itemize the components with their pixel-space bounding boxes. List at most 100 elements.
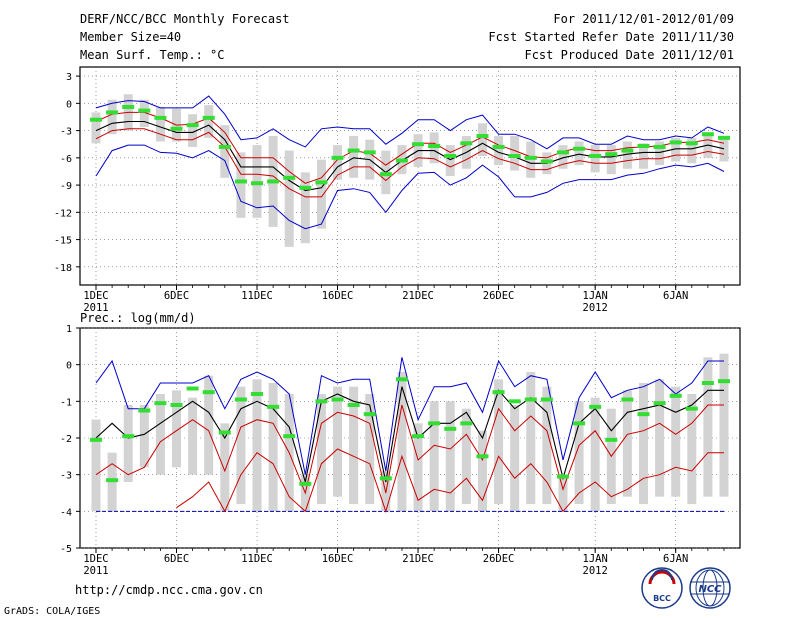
spread-bar <box>638 143 648 169</box>
y-tick-label: -15 <box>54 236 72 247</box>
observed-marker <box>331 397 344 402</box>
spread-bar <box>494 136 504 166</box>
observed-marker <box>90 437 102 442</box>
observed-marker <box>508 154 521 159</box>
observed-marker <box>701 381 714 385</box>
spread-bar <box>703 357 713 497</box>
svg-text:NCC: NCC <box>698 584 722 595</box>
observed-marker <box>492 390 505 395</box>
observed-marker <box>701 132 714 137</box>
x-tick-label: 6DEC <box>164 290 189 302</box>
started-date: Fcst Started Refer Date 2011/11/30 <box>488 30 734 44</box>
observed-marker <box>556 474 569 479</box>
spread-bar <box>494 379 504 504</box>
observed-marker <box>186 123 199 128</box>
spread-bar <box>622 141 632 169</box>
produced-date: Fcst Produced Date 2011/12/01 <box>524 48 734 62</box>
y-tick-label: -6 <box>60 154 72 165</box>
observed-marker <box>283 434 296 439</box>
observed-marker <box>621 148 634 153</box>
observed-marker <box>476 454 489 459</box>
spread-bar <box>155 106 165 142</box>
series-line-mean <box>95 386 724 483</box>
x-tick-year: 2012 <box>583 302 608 314</box>
spread-bar <box>477 430 487 512</box>
spread-bar <box>107 99 117 135</box>
observed-marker <box>395 377 408 382</box>
observed-marker <box>379 476 392 481</box>
observed-marker <box>524 397 537 402</box>
spread-bar <box>236 152 246 218</box>
observed-marker <box>299 481 312 486</box>
observed-marker <box>589 404 602 409</box>
x-tick-label: 16DEC <box>322 290 354 302</box>
series-line-max <box>95 95 725 150</box>
spread-bar <box>477 123 487 157</box>
observed-marker <box>573 146 586 151</box>
observed-marker <box>347 403 360 407</box>
observed-marker <box>460 141 473 146</box>
observed-marker <box>218 144 231 149</box>
observed-marker <box>653 401 666 406</box>
observed-marker <box>605 152 618 157</box>
observed-marker <box>395 158 408 163</box>
x-tick-label: 26DEC <box>483 553 515 565</box>
variable-label: Mean Surf. Temp.: °C <box>80 48 225 62</box>
x-tick-label: 1DEC <box>83 553 108 565</box>
y-tick-label: 3 <box>66 72 72 83</box>
observed-marker <box>428 144 441 149</box>
spread-bar <box>655 141 665 166</box>
observed-marker <box>637 412 650 417</box>
spread-bar <box>719 353 729 497</box>
observed-marker <box>363 412 376 417</box>
x-tick-label: 21DEC <box>402 290 434 302</box>
spread-bar <box>91 112 101 144</box>
spread-bar <box>220 423 230 512</box>
chart-title: DERF/NCC/BCC Monthly Forecast <box>80 12 290 26</box>
x-tick-label: 26DEC <box>483 290 515 302</box>
y-tick-label: -1 <box>60 397 72 408</box>
observed-marker <box>138 408 151 413</box>
ncc-logo: NCC <box>689 567 731 609</box>
y-tick-label: 1 <box>66 324 72 335</box>
series-line-inner <box>95 404 724 495</box>
observed-marker <box>251 181 264 186</box>
x-tick-year: 2011 <box>83 302 108 314</box>
observed-marker <box>234 179 247 184</box>
observed-marker <box>299 185 312 190</box>
spread-bar <box>638 383 648 504</box>
observed-marker <box>363 150 376 155</box>
observed-marker <box>540 397 553 402</box>
forecast-period: For 2011/12/01-2012/01/09 <box>553 12 734 26</box>
series-line-min <box>95 144 725 230</box>
spread-bar <box>461 408 471 504</box>
observed-marker <box>685 141 698 146</box>
spread-bar <box>300 172 310 244</box>
observed-marker <box>186 386 199 391</box>
x-tick-label: 11DEC <box>241 553 273 565</box>
observed-marker <box>267 404 280 409</box>
x-tick-year: 2012 <box>583 565 608 577</box>
spread-bar <box>123 405 133 482</box>
observed-marker <box>170 403 183 407</box>
observed-marker <box>331 155 344 160</box>
observed-marker <box>202 390 215 395</box>
observed-marker <box>685 406 698 411</box>
website-url[interactable]: http://cmdp.ncc.cma.gov.cn <box>75 583 263 597</box>
bcc-logo: BCC <box>641 567 683 609</box>
series-line-lower <box>95 128 725 198</box>
spread-bar <box>510 405 520 512</box>
spread-bar <box>316 159 326 229</box>
spread-bar <box>252 379 262 512</box>
spread-bar <box>349 136 359 178</box>
observed-marker <box>653 144 666 149</box>
observed-marker <box>315 399 328 404</box>
spread-bar <box>510 136 520 171</box>
spread-bar <box>622 390 632 497</box>
spread-bar <box>655 379 665 497</box>
spread-bar <box>139 405 149 468</box>
observed-marker <box>412 142 425 147</box>
x-tick-label: 1JAN <box>583 553 608 565</box>
